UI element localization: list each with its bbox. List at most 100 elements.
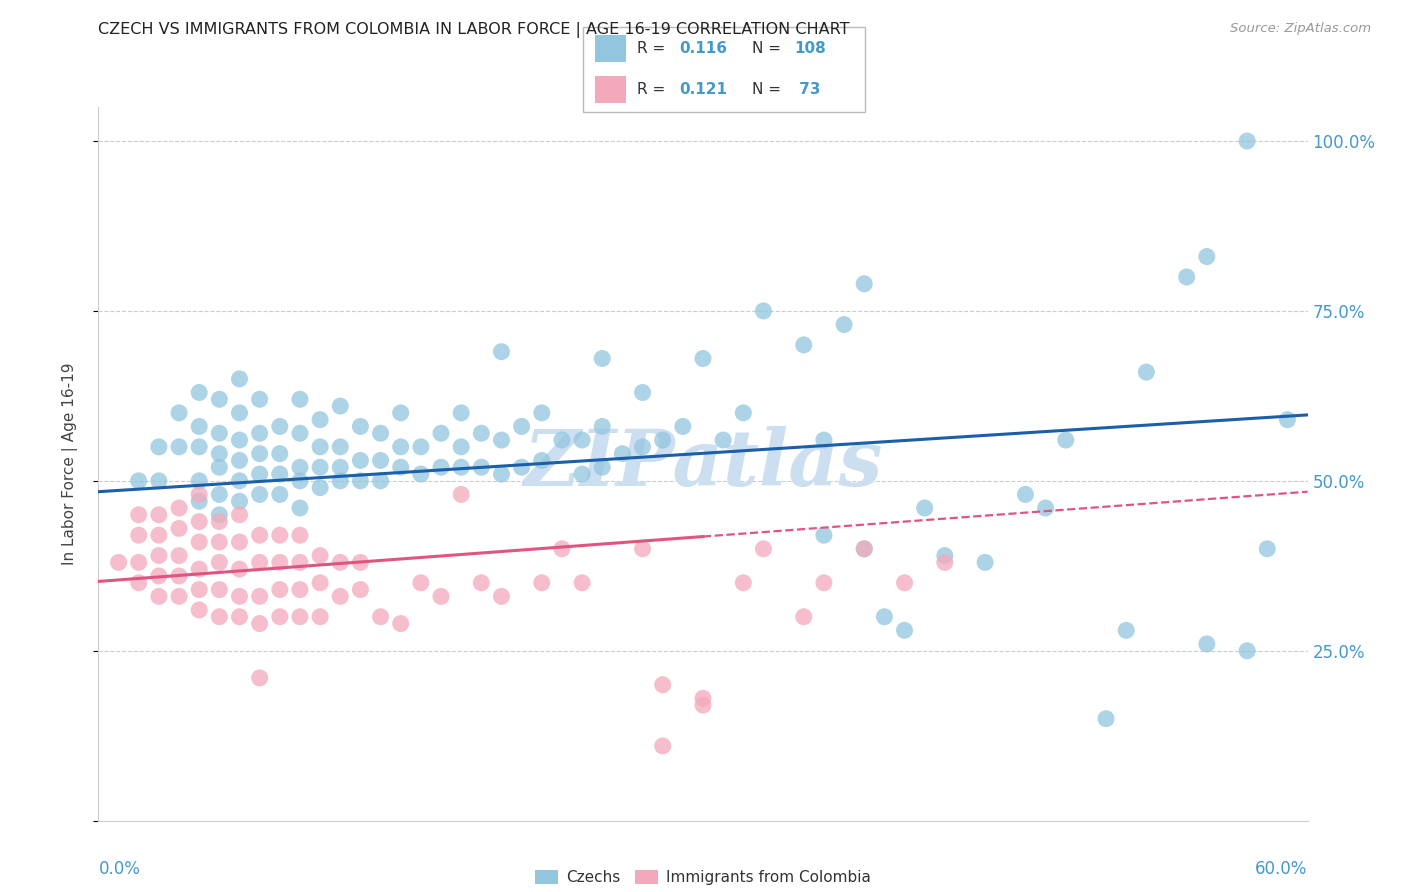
Point: [692, 698, 714, 712]
Point: [288, 528, 311, 542]
Point: [228, 474, 250, 488]
Point: [793, 609, 815, 624]
Point: [228, 406, 250, 420]
Point: [591, 419, 613, 434]
Point: [491, 433, 513, 447]
Point: [269, 467, 291, 481]
Point: [228, 372, 250, 386]
Point: [692, 691, 714, 706]
Point: [249, 528, 271, 542]
Point: [370, 426, 392, 441]
Point: [571, 575, 593, 590]
Point: [188, 515, 211, 529]
Text: 60.0%: 60.0%: [1256, 860, 1308, 878]
Point: [148, 569, 170, 583]
Point: [530, 575, 553, 590]
Point: [470, 575, 492, 590]
Point: [651, 739, 673, 753]
Point: [813, 433, 835, 447]
Point: [1236, 644, 1258, 658]
Point: [249, 392, 271, 407]
Point: [288, 426, 311, 441]
Point: [1256, 541, 1278, 556]
Point: [832, 318, 855, 332]
Point: [491, 344, 513, 359]
Point: [228, 562, 250, 576]
Point: [430, 460, 453, 475]
Point: [853, 277, 876, 291]
Point: [1277, 412, 1299, 426]
Point: [349, 453, 371, 467]
Point: [228, 494, 250, 508]
Point: [228, 590, 250, 604]
Point: [813, 528, 835, 542]
Point: [430, 426, 453, 441]
Point: [1195, 250, 1218, 264]
Text: 108: 108: [794, 41, 827, 56]
Point: [813, 575, 835, 590]
Point: [148, 528, 170, 542]
Point: [1035, 501, 1057, 516]
Point: [208, 426, 231, 441]
Point: [672, 419, 695, 434]
Point: [631, 385, 654, 400]
Point: [249, 555, 271, 569]
Point: [409, 467, 432, 481]
Point: [188, 474, 211, 488]
Text: 0.116: 0.116: [679, 41, 727, 56]
Point: [853, 541, 876, 556]
Point: [470, 460, 492, 475]
Point: [288, 501, 311, 516]
Point: [692, 351, 714, 366]
Point: [571, 467, 593, 481]
Point: [288, 555, 311, 569]
Point: [128, 508, 150, 522]
Point: [893, 624, 915, 638]
FancyBboxPatch shape: [595, 36, 626, 62]
FancyBboxPatch shape: [583, 27, 865, 112]
Point: [167, 406, 190, 420]
Point: [249, 487, 271, 501]
Point: [631, 541, 654, 556]
Point: [148, 508, 170, 522]
Point: [269, 609, 291, 624]
Point: [188, 494, 211, 508]
Point: [329, 460, 352, 475]
Point: [510, 460, 533, 475]
Text: R =: R =: [637, 41, 671, 56]
Point: [188, 562, 211, 576]
Point: [269, 419, 291, 434]
Point: [188, 440, 211, 454]
Point: [389, 460, 412, 475]
Point: [370, 474, 392, 488]
Point: [450, 406, 472, 420]
Point: [793, 338, 815, 352]
Point: [370, 453, 392, 467]
Point: [349, 474, 371, 488]
Text: 0.0%: 0.0%: [98, 860, 141, 878]
Text: Source: ZipAtlas.com: Source: ZipAtlas.com: [1230, 22, 1371, 36]
Point: [188, 535, 211, 549]
Point: [409, 440, 432, 454]
Point: [733, 575, 755, 590]
Point: [551, 433, 574, 447]
Point: [249, 467, 271, 481]
Point: [288, 474, 311, 488]
Point: [288, 460, 311, 475]
Point: [389, 406, 412, 420]
Point: [893, 575, 915, 590]
Point: [167, 440, 190, 454]
Point: [329, 590, 352, 604]
Point: [329, 474, 352, 488]
Point: [309, 412, 332, 426]
Point: [752, 541, 775, 556]
Point: [349, 419, 371, 434]
Point: [530, 453, 553, 467]
Point: [148, 440, 170, 454]
Point: [288, 392, 311, 407]
Point: [208, 508, 231, 522]
Point: [128, 575, 150, 590]
Point: [450, 440, 472, 454]
Point: [873, 609, 896, 624]
Point: [128, 474, 150, 488]
